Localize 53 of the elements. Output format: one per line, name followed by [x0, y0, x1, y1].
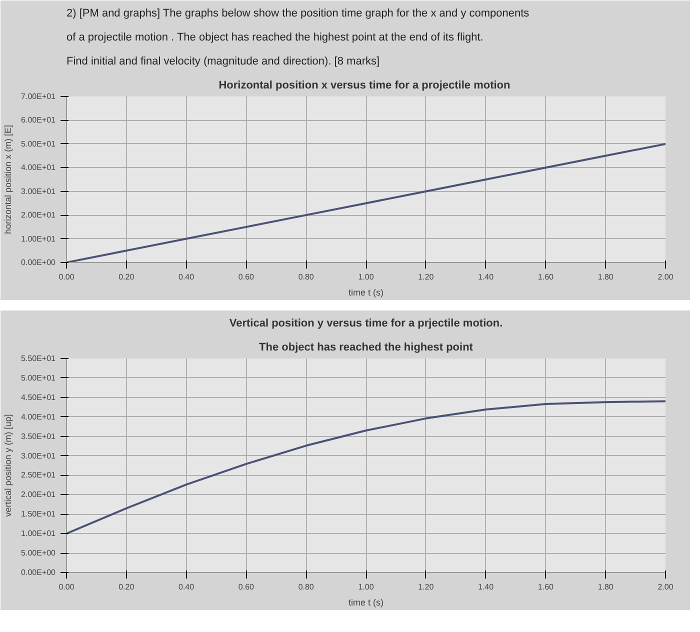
- y-tick-label: 2.00E+01: [21, 490, 56, 500]
- x-tick-label: 0.60: [238, 272, 255, 282]
- y-tick-label: 5.50E+01: [21, 354, 56, 363]
- chart-subtitle: The object has reached the highest point: [259, 342, 474, 354]
- y-tick-label: 0.00E+00: [21, 568, 56, 577]
- y-axis-title: vertical position y (m) [up]: [3, 414, 14, 517]
- x-tick-label: 0.00: [58, 582, 75, 592]
- y-axis-title: horizontal position x (m) [E]: [3, 124, 14, 234]
- x-tick-label: 1.60: [538, 582, 554, 592]
- text: 2) [PM and graphs] The graphs below show the position time graph for the x and y components: [66, 8, 530, 20]
- y-tick-label: 0.00E+00: [21, 258, 56, 267]
- x-tick-label: 0.80: [298, 582, 314, 592]
- x-tick-label: 0.40: [178, 582, 195, 592]
- text: of a projectile motion . The object has reached the highest point at the end of its flight.: [66, 32, 484, 44]
- x-tick-label: 0.20: [118, 582, 135, 592]
- x-tick-label: 0.20: [118, 272, 135, 282]
- y-tick-label: 5.00E+01: [21, 139, 56, 148]
- x-tick-label: 1.00: [358, 582, 374, 592]
- x-axis-title: time t (s): [348, 598, 384, 608]
- y-tick-label: 6.00E+01: [21, 116, 56, 125]
- y-tick-label: 3.00E+01: [21, 186, 56, 196]
- x-tick-label: 1.60: [538, 272, 554, 282]
- y-tick-label: 1.00E+01: [21, 529, 56, 538]
- y-tick-label: 5.00E+01: [21, 373, 56, 382]
- x-tick-label: 1.00: [358, 272, 374, 282]
- y-tick-label: 2.50E+01: [21, 470, 56, 480]
- x-tick-label: 1.40: [478, 272, 494, 282]
- chart-title: Vertical position y versus time for a prjectile motion.: [229, 318, 503, 330]
- x-tick-label: 1.20: [418, 582, 434, 592]
- x-tick-label: 1.80: [598, 582, 614, 592]
- y-tick-label: 3.00E+01: [21, 451, 56, 460]
- x-tick-label: 0.60: [238, 582, 255, 592]
- y-tick-label: 4.50E+01: [21, 392, 56, 402]
- y-tick-label: 7.00E+01: [21, 92, 56, 101]
- y-tick-label: 5.00E+00: [21, 548, 56, 558]
- line-series: [66, 400, 666, 535]
- y-tick-label: 2.00E+01: [21, 210, 56, 220]
- y-tick-label: 1.50E+01: [21, 510, 56, 519]
- x-tick-label: 0.40: [178, 272, 195, 282]
- x-tick-label: 1.80: [598, 272, 614, 282]
- x-tick-label: 1.20: [418, 272, 434, 282]
- x-tick-label: 1.40: [478, 582, 494, 592]
- x-tick-label: 0.00: [58, 272, 75, 282]
- x-tick-label: 2.00: [658, 272, 674, 282]
- y-tick-label: 1.00E+01: [21, 234, 56, 244]
- text: Find initial and final velocity (magnitude and direction). [8 marks]: [66, 56, 380, 68]
- y-tick-label: 3.50E+01: [21, 432, 56, 441]
- chart-title: Horizontal position x versus time for a projectile motion: [218, 80, 511, 92]
- y-tick-label: 4.00E+01: [21, 163, 56, 172]
- y-tick-label: 4.00E+01: [21, 412, 56, 422]
- x-axis-title: time t (s): [348, 288, 384, 298]
- x-tick-label: 0.80: [298, 272, 314, 282]
- x-tick-label: 2.00: [658, 582, 674, 592]
